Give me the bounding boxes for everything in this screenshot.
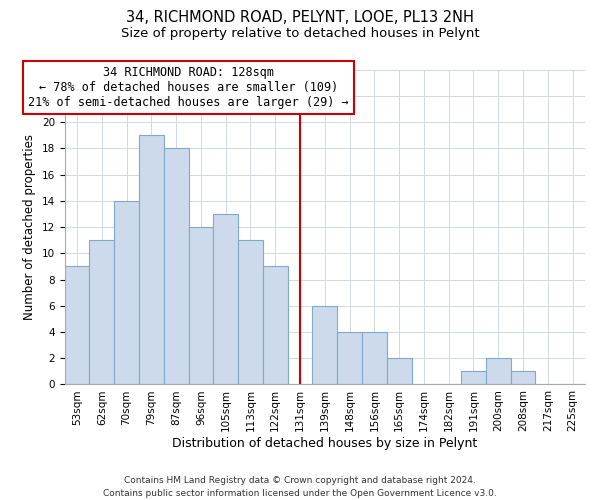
Bar	[387, 358, 412, 384]
Bar	[461, 372, 486, 384]
X-axis label: Distribution of detached houses by size in Pelynt: Distribution of detached houses by size …	[172, 437, 478, 450]
Text: 34 RICHMOND ROAD: 128sqm
← 78% of detached houses are smaller (109)
21% of semi-: 34 RICHMOND ROAD: 128sqm ← 78% of detach…	[28, 66, 349, 109]
Bar	[213, 214, 238, 384]
Y-axis label: Number of detached properties: Number of detached properties	[23, 134, 36, 320]
Text: Contains HM Land Registry data © Crown copyright and database right 2024.
Contai: Contains HM Land Registry data © Crown c…	[103, 476, 497, 498]
Bar	[114, 201, 139, 384]
Text: Size of property relative to detached houses in Pelynt: Size of property relative to detached ho…	[121, 28, 479, 40]
Bar	[238, 240, 263, 384]
Bar	[486, 358, 511, 384]
Bar	[337, 332, 362, 384]
Text: 34, RICHMOND ROAD, PELYNT, LOOE, PL13 2NH: 34, RICHMOND ROAD, PELYNT, LOOE, PL13 2N…	[126, 10, 474, 25]
Bar	[164, 148, 188, 384]
Bar	[362, 332, 387, 384]
Bar	[263, 266, 287, 384]
Bar	[65, 266, 89, 384]
Bar	[139, 136, 164, 384]
Bar	[89, 240, 114, 384]
Bar	[511, 372, 535, 384]
Bar	[313, 306, 337, 384]
Bar	[188, 227, 213, 384]
